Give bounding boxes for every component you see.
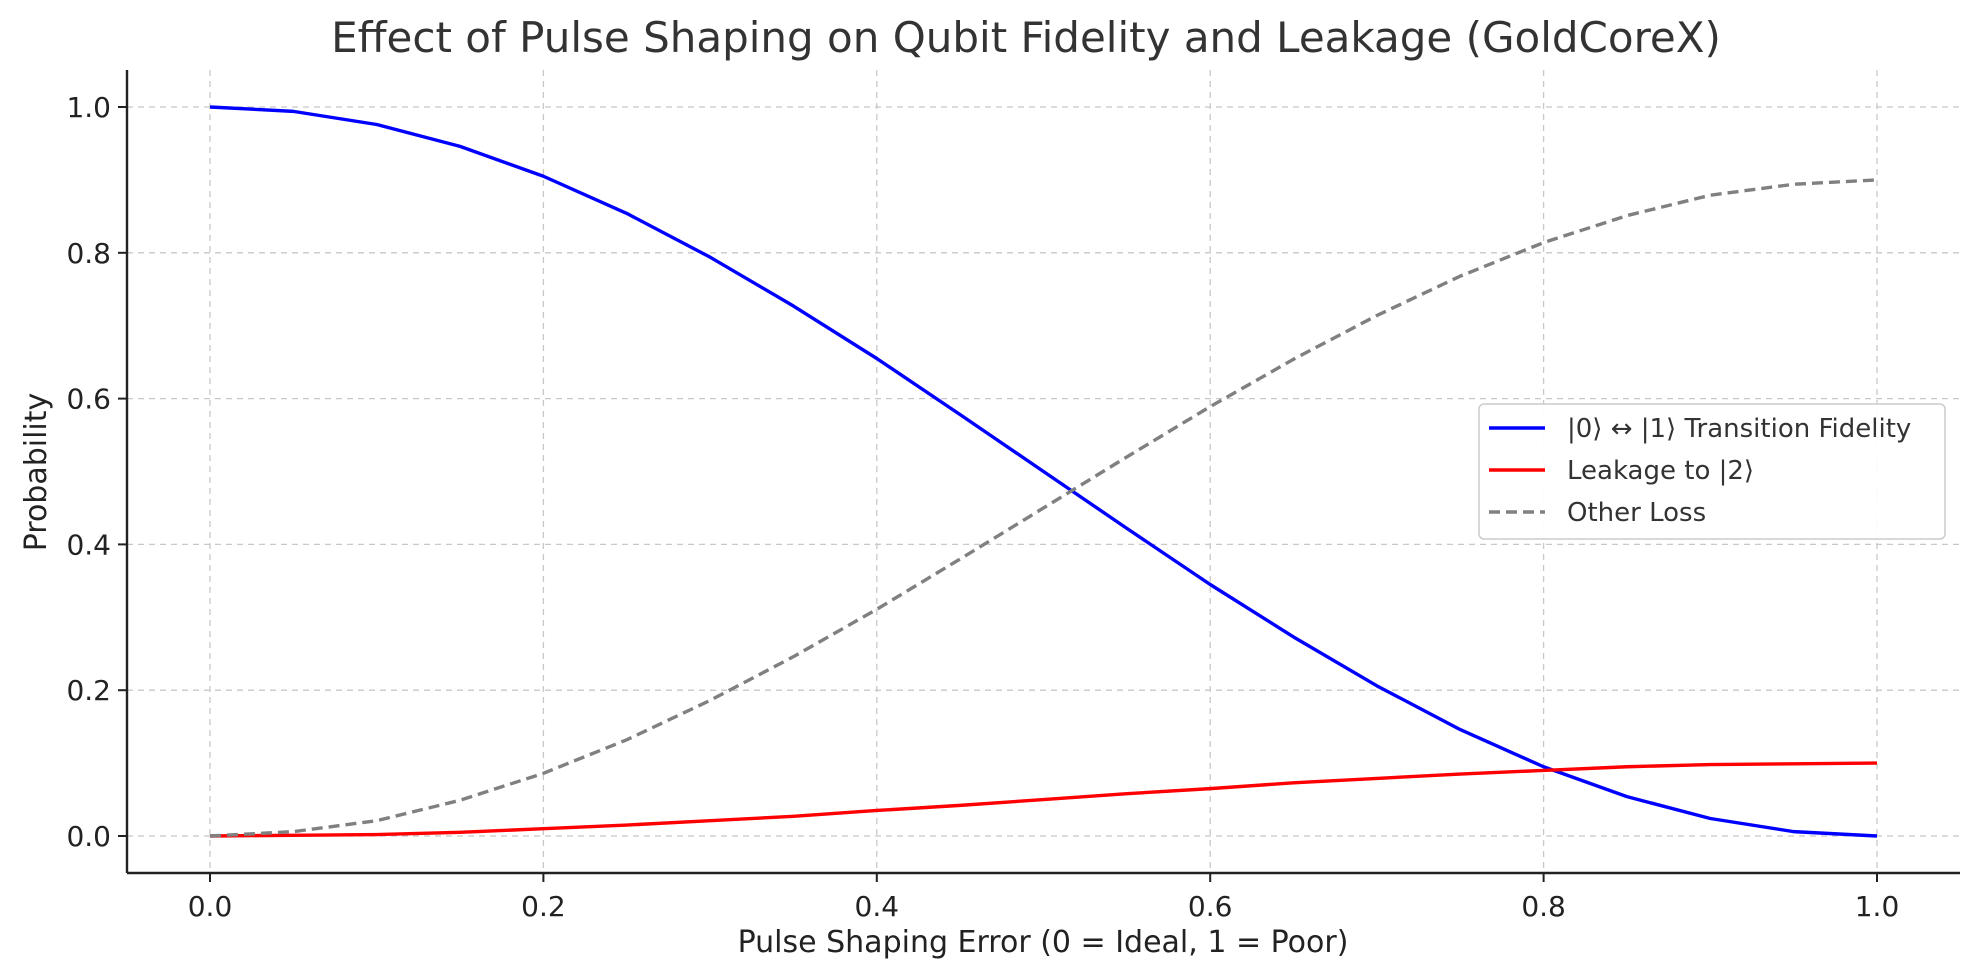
series-line-fidelity: [209, 105, 1878, 838]
x-tick-label: 0.0: [188, 890, 233, 923]
x-tick-label: 0.4: [855, 890, 900, 923]
y-tick-label: 0.8: [66, 237, 111, 270]
y-axis-ticks: 0.0 0.2 0.4 0.6 0.8 1.0: [66, 91, 127, 853]
y-tick-label: 0.2: [66, 674, 111, 707]
y-tick-label: 0.0: [66, 820, 111, 853]
series-line-other-loss: [209, 178, 1878, 838]
x-tick-label: 1.0: [1855, 890, 1900, 923]
series-lines: [209, 105, 1878, 838]
series-line-leakage: [209, 761, 1878, 838]
legend-box: [1478, 403, 1946, 540]
x-axis-ticks: 0.0 0.2 0.4 0.6 0.8 1.0: [188, 873, 1900, 923]
x-axis-title: Pulse Shaping Error (0 = Ideal, 1 = Poor…: [738, 925, 1349, 960]
legend: |0⟩ ↔ |1⟩ Transition Fidelity Leakage to…: [1478, 403, 1946, 540]
x-tick-label: 0.6: [1188, 890, 1233, 923]
y-axis-title: Probability: [19, 393, 54, 552]
y-tick-label: 0.6: [66, 383, 111, 416]
legend-label-fidelity: |0⟩ ↔ |1⟩ Transition Fidelity: [1567, 414, 1911, 444]
x-tick-label: 0.2: [521, 890, 566, 923]
x-tick-label: 0.8: [1521, 890, 1566, 923]
y-tick-label: 1.0: [66, 91, 111, 124]
legend-label-other-loss: Other Loss: [1567, 498, 1706, 528]
chart-title: Effect of Pulse Shaping on Qubit Fidelit…: [331, 13, 1721, 62]
legend-label-leakage: Leakage to |2⟩: [1567, 456, 1754, 486]
y-tick-label: 0.4: [66, 528, 111, 561]
